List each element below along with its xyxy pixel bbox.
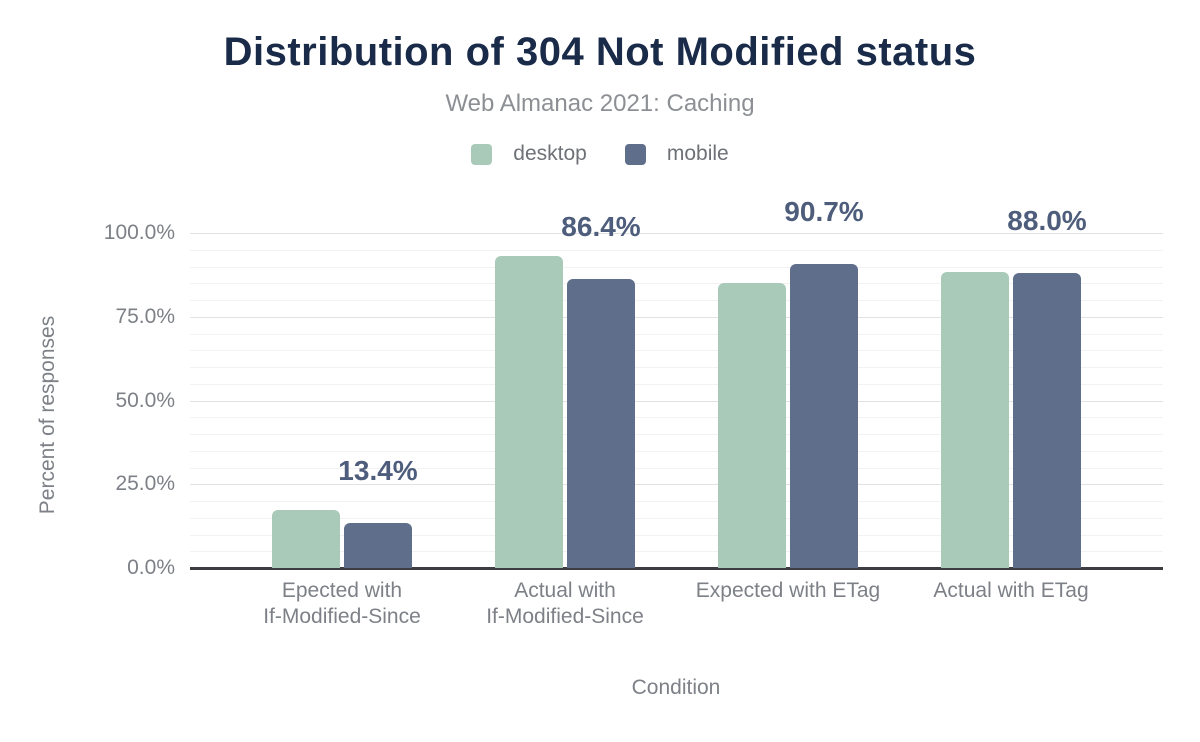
- minor-gridline: [190, 250, 1163, 251]
- x-category-label: Epected with If-Modified-Since: [263, 579, 421, 628]
- y-tick-label: 100.0%: [103, 221, 175, 244]
- minor-gridline: [190, 267, 1163, 268]
- legend-label-desktop: desktop: [513, 142, 587, 165]
- mobile-swatch-icon: [624, 143, 646, 165]
- minor-gridline: [190, 350, 1163, 351]
- major-gridline: [190, 233, 1163, 234]
- minor-gridline: [190, 367, 1163, 368]
- legend-item-mobile: mobile: [624, 142, 729, 166]
- x-category-label: Expected with ETag: [695, 579, 881, 602]
- x-axis-title: Condition: [631, 676, 721, 699]
- major-gridline: [190, 401, 1163, 402]
- minor-gridline: [190, 468, 1163, 469]
- minor-gridline: [190, 535, 1163, 536]
- legend: desktop mobile: [0, 142, 1200, 166]
- bar-value-label: 90.7%: [784, 196, 864, 227]
- major-gridline: [190, 484, 1163, 485]
- bar-desktop-1: [272, 510, 340, 568]
- y-tick-label: 0.0%: [127, 556, 175, 579]
- minor-gridline: [190, 501, 1163, 502]
- bar-mobile-2: [567, 279, 635, 568]
- y-tick-label: 75.0%: [115, 305, 175, 328]
- minor-gridline: [190, 334, 1163, 335]
- minor-gridline: [190, 434, 1163, 435]
- bar-desktop-4: [941, 272, 1009, 568]
- minor-gridline: [190, 551, 1163, 552]
- minor-gridline: [190, 417, 1163, 418]
- minor-gridline: [190, 283, 1163, 284]
- legend-item-desktop: desktop: [471, 142, 587, 166]
- y-tick-label: 25.0%: [115, 472, 175, 495]
- minor-gridline: [190, 451, 1163, 452]
- chart-title: Distribution of 304 Not Modified status: [223, 30, 977, 74]
- bar-value-label: 88.0%: [1007, 205, 1087, 236]
- bar-value-label: 13.4%: [338, 455, 418, 486]
- chart-subtitle: Web Almanac 2021: Caching: [445, 90, 755, 117]
- bar-value-label: 86.4%: [561, 211, 641, 242]
- y-tick-label: 50.0%: [115, 389, 175, 412]
- bar-desktop-3: [718, 283, 786, 568]
- x-category-label: Actual with ETag: [933, 579, 1089, 602]
- bar-mobile-3: [790, 264, 858, 568]
- x-category-label: Actual with If-Modified-Since: [486, 579, 644, 628]
- bar-mobile-1: [344, 523, 412, 568]
- minor-gridline: [190, 384, 1163, 385]
- legend-label-mobile: mobile: [666, 142, 729, 165]
- minor-gridline: [190, 300, 1163, 301]
- minor-gridline: [190, 518, 1163, 519]
- x-axis-line: [190, 567, 1163, 570]
- bar-desktop-2: [495, 256, 563, 568]
- bar-mobile-4: [1013, 273, 1081, 568]
- major-gridline: [190, 317, 1163, 318]
- desktop-swatch-icon: [471, 143, 493, 165]
